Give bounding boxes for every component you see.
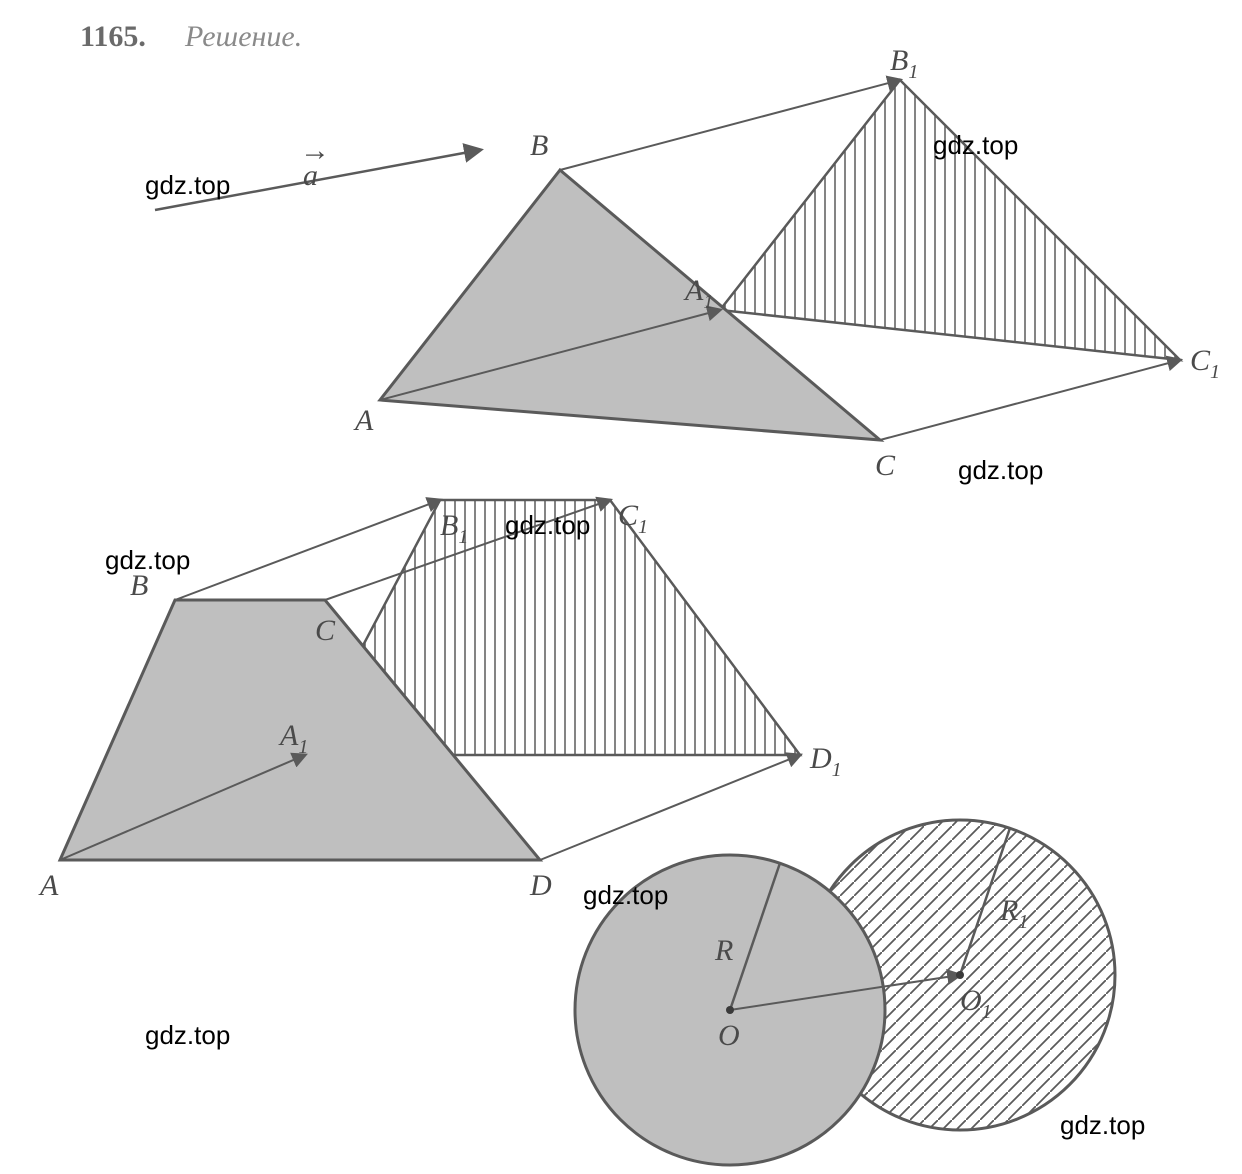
watermark: gdz.top xyxy=(933,130,1018,161)
arrow-c-c1 xyxy=(880,360,1180,440)
label-A: A xyxy=(353,404,374,437)
watermark: gdz.top xyxy=(958,455,1043,486)
label-trap-D: D xyxy=(529,869,552,902)
watermark: gdz.top xyxy=(145,170,230,201)
label-trap-A: A xyxy=(38,869,59,902)
vector-a-label: a xyxy=(303,159,318,192)
center-o1-dot xyxy=(956,971,964,979)
label-trap-D1: D1 xyxy=(809,742,842,781)
label-C1: C1 xyxy=(1190,344,1220,383)
watermark: gdz.top xyxy=(145,1020,230,1051)
label-trap-C: C xyxy=(315,614,336,647)
label-R: R xyxy=(714,934,733,967)
label-C: C xyxy=(875,449,896,482)
watermark: gdz.top xyxy=(1060,1110,1145,1141)
page-container: 1165. Решение. → a A xyxy=(0,0,1242,1174)
label-B1: B1 xyxy=(890,44,918,83)
label-B: B xyxy=(530,129,548,162)
watermark: gdz.top xyxy=(105,545,190,576)
center-o-dot xyxy=(726,1006,734,1014)
watermark: gdz.top xyxy=(505,510,590,541)
watermark: gdz.top xyxy=(583,880,668,911)
arrow-trap-d-d1 xyxy=(540,755,800,860)
triangle-a1b1c1 xyxy=(720,80,1180,360)
label-O: O xyxy=(718,1019,740,1052)
